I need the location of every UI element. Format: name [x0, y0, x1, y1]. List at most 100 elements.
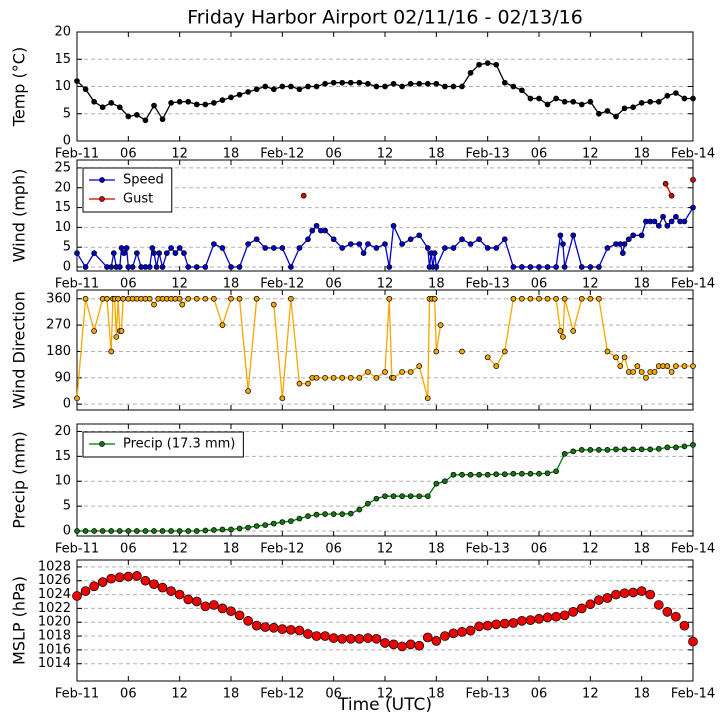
data-point [108, 264, 115, 270]
data-point [407, 369, 414, 375]
data-point [305, 236, 311, 243]
plot-frame [76, 289, 694, 411]
x-tick-label: Feb-11 [55, 687, 99, 702]
data-point [602, 593, 613, 603]
plot-frame [76, 31, 694, 142]
x-tick-label: 12 [171, 277, 188, 292]
x-tick-label: Feb-12 [260, 277, 304, 292]
y-tick-label: 1022 [38, 601, 71, 616]
y-tick-label: 20 [54, 424, 71, 439]
legend-label: Gust [123, 192, 153, 207]
data-point [286, 624, 296, 635]
data-point [253, 86, 260, 93]
data-point [499, 618, 510, 629]
data-point [108, 348, 115, 355]
data-point [484, 60, 491, 66]
x-tick-label: 18 [223, 277, 240, 292]
data-point [416, 493, 423, 500]
x-tick-label: 18 [633, 687, 650, 702]
data-point [99, 104, 106, 111]
data-point [570, 98, 577, 105]
x-tick-label: 18 [428, 542, 445, 557]
data-point [322, 227, 328, 234]
data-point [619, 250, 626, 257]
data-point [690, 204, 696, 211]
data-point [668, 369, 675, 375]
data-point [219, 245, 226, 251]
data-point [91, 98, 97, 105]
data-point [380, 638, 390, 648]
x-tick-label: 18 [223, 147, 240, 162]
data-point [578, 101, 585, 108]
data-point [625, 236, 632, 243]
data-point [82, 86, 89, 93]
data-point [382, 493, 388, 500]
data-point [110, 250, 117, 257]
x-tick-label: 18 [428, 687, 445, 702]
x-tick-label: 18 [633, 542, 650, 557]
panel: 0 5 10 15 20 Feb-11 06 12 18 Feb-12 06 12 18 Feb-13 06… [10, 7, 716, 162]
data-point [399, 241, 405, 247]
data-point [668, 192, 675, 199]
data-point [560, 333, 566, 340]
data-point [671, 611, 681, 622]
legend: Precip (17.3 mm) [82, 431, 244, 458]
data-point [638, 99, 645, 106]
data-point [407, 236, 414, 243]
data-point [82, 528, 89, 534]
data-point [662, 607, 673, 617]
y-tick-label: 1026 [38, 573, 71, 588]
x-tick-label: 12 [171, 147, 188, 162]
data-point [134, 250, 140, 257]
x-tick-label: 06 [325, 687, 342, 702]
data-point [151, 301, 157, 308]
data-point [72, 591, 82, 601]
legend-marker [99, 177, 105, 183]
data-point [270, 301, 277, 308]
y-axis-label: Precip (mm) [10, 431, 29, 529]
data-point [561, 295, 568, 302]
data-point [373, 374, 380, 381]
x-tick-label: 12 [377, 542, 394, 557]
data-point [185, 528, 192, 534]
x-tick-label: 06 [325, 147, 342, 162]
data-point [660, 213, 666, 220]
data-point [245, 89, 251, 95]
data-point [322, 374, 328, 381]
data-point [236, 525, 243, 532]
series-line [76, 207, 694, 270]
x-tick-label: Feb-14 [671, 542, 715, 557]
x-tick-label: Feb-13 [466, 147, 510, 162]
data-point [322, 511, 328, 517]
x-tick-label: 12 [171, 542, 188, 557]
data-point [305, 513, 311, 519]
data-point [347, 241, 354, 247]
data-point [681, 443, 688, 450]
data-point [176, 245, 183, 251]
data-point [450, 245, 457, 251]
x-tick-label: Feb-12 [260, 147, 304, 162]
data-point [262, 522, 269, 528]
data-point [116, 264, 123, 270]
y-tick-label: 25 [54, 160, 71, 175]
data-point [493, 61, 500, 68]
data-point [328, 633, 339, 643]
data-point [245, 388, 251, 394]
data-point [519, 470, 525, 477]
data-point [690, 176, 696, 183]
data-point [621, 105, 628, 112]
data-point [536, 264, 542, 270]
data-point [236, 91, 243, 98]
data-point [604, 447, 611, 453]
data-point [570, 328, 577, 334]
data-point [159, 264, 166, 270]
data-point [527, 470, 534, 477]
data-point [176, 528, 183, 534]
data-point [621, 354, 628, 361]
data-point [268, 622, 279, 633]
y-tick-label: 90 [54, 370, 71, 385]
data-point [399, 83, 405, 90]
data-point [568, 607, 579, 617]
data-point [621, 446, 628, 453]
data-point [313, 222, 320, 229]
